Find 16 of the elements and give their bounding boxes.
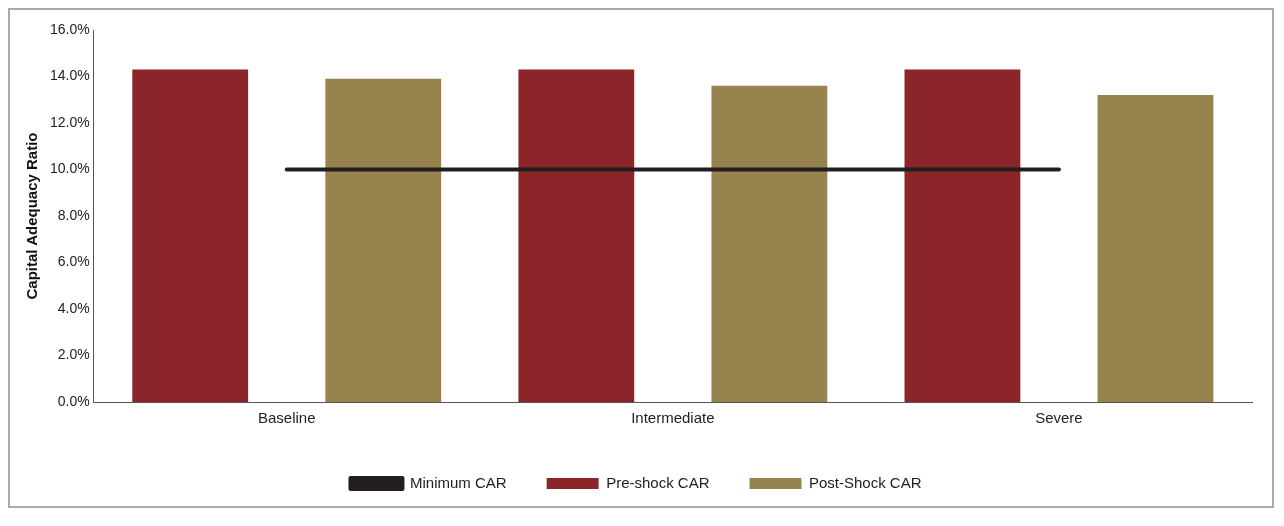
y-tick-label: 8.0% [57,206,90,223]
y-tick-label: 14.0% [49,67,90,84]
x-tick-label: Intermediate [631,409,715,427]
legend-label: Minimum CAR [409,473,507,491]
x-tick-label: Baseline [257,409,316,427]
y-tick-label: 16.0% [49,20,90,37]
x-tick-label: Severe [1035,409,1083,427]
y-tick-label: 0.0% [57,392,90,409]
legend-label: Post-Shock CAR [809,473,922,491]
legend-label: Pre-shock CAR [606,473,710,491]
y-tick-label: 4.0% [57,299,90,316]
y-tick-label: 10.0% [49,160,90,177]
y-tick-label: 6.0% [57,253,90,270]
y-axis-title: Capital Adequacy Ratio [23,132,41,300]
y-tick-label: 12.0% [49,113,90,130]
y-tick-label: 2.0% [57,346,90,363]
